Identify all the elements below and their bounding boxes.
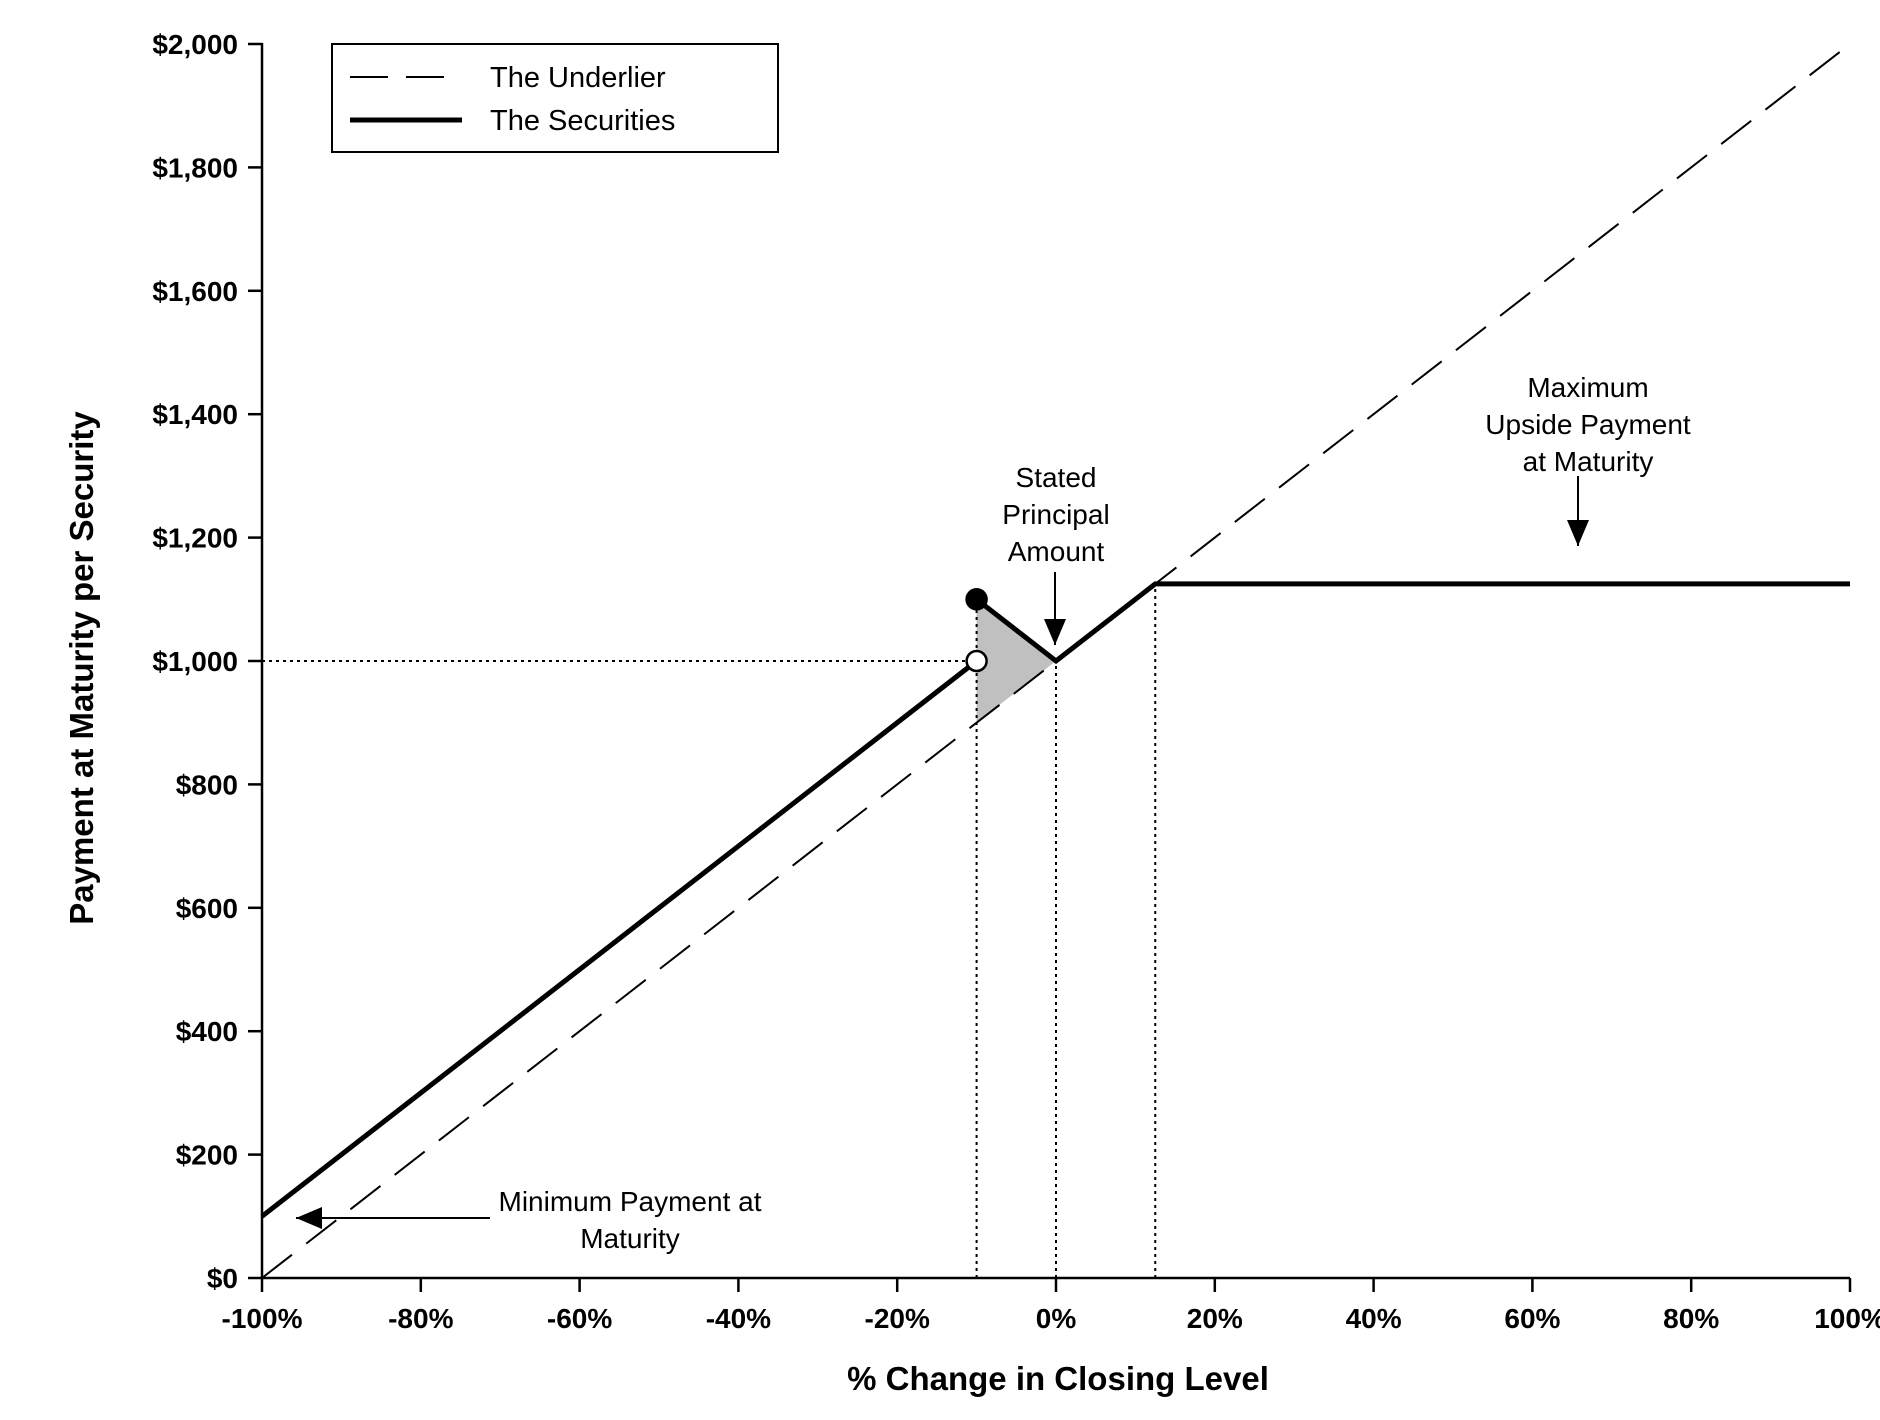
- x-tick-label: 0%: [1036, 1303, 1077, 1334]
- annotation-min-payment-text: Minimum Payment at: [499, 1186, 762, 1217]
- x-tick-label: 80%: [1663, 1303, 1719, 1334]
- annotation-max-upside-text: at Maturity: [1523, 446, 1654, 477]
- securities-line-segment: [260, 659, 979, 1219]
- y-tick-label: $1,000: [152, 646, 238, 677]
- y-tick-label: $600: [176, 893, 238, 924]
- securities-marker-open: [965, 649, 988, 673]
- y-tick-label: $1,800: [152, 152, 238, 183]
- x-tick-labels: -100% -80% -60% -40% -20% 0% 20% 40% 60% 80% 100%: [222, 1303, 1880, 1334]
- x-tick-label: 60%: [1504, 1303, 1560, 1334]
- annotations: Stated Principal Amount Maximum Upside Payme…: [296, 372, 1691, 1254]
- y-tick-label: $1,400: [152, 399, 238, 430]
- legend-label: The Securities: [490, 105, 675, 137]
- y-tick-label: $1,600: [152, 276, 238, 307]
- y-tick-label: $200: [176, 1140, 238, 1171]
- legend: The Underlier The Securities: [331, 43, 779, 153]
- y-tick-label: $800: [176, 769, 238, 800]
- x-tick-label: -20%: [865, 1303, 930, 1334]
- legend-label: The Underlier: [490, 62, 666, 94]
- y-axis-title: Payment at Maturity per Security: [63, 411, 100, 925]
- annotation-max-upside-text: Maximum: [1527, 372, 1648, 403]
- legend-box: [331, 43, 779, 153]
- x-tick-label: 100%: [1814, 1303, 1880, 1334]
- y-tick-label: $0: [207, 1263, 238, 1294]
- annotation-min-payment-arrow-head: [296, 1207, 322, 1229]
- y-tick-label: $1,200: [152, 523, 238, 554]
- x-tick-label: -40%: [706, 1303, 771, 1334]
- annotation-max-upside-text: Upside Payment: [1485, 409, 1691, 440]
- shaded-region: [976, 599, 1056, 723]
- x-tick-label: -80%: [388, 1303, 453, 1334]
- x-tick-label: 20%: [1187, 1303, 1243, 1334]
- y-tick-label: $400: [176, 1016, 238, 1047]
- reference-lines: [262, 583, 1157, 1278]
- annotation-stated-principal-text: Amount: [1008, 536, 1105, 567]
- x-tick-label: -60%: [547, 1303, 612, 1334]
- x-axis-title: % Change in Closing Level: [847, 1360, 1269, 1397]
- annotation-max-upside-arrow-head: [1567, 520, 1589, 546]
- securities-line-segment: [975, 581, 1850, 665]
- x-tick-label: 40%: [1346, 1303, 1402, 1334]
- annotation-stated-principal-text: Principal: [1002, 499, 1109, 530]
- y-tick-label: $2,000: [152, 29, 238, 60]
- securities-marker-filled: [965, 588, 988, 611]
- axes: [248, 42, 1852, 1292]
- shaded-triangle: [976, 599, 1056, 723]
- series-markers: [965, 588, 988, 673]
- annotation-stated-principal-text: Stated: [1016, 462, 1097, 493]
- series-lines: [260, 43, 1851, 1279]
- x-tick-label: -100%: [222, 1303, 303, 1334]
- y-tick-labels: $0 $200 $400 $600 $800 $1,000 $1,200 $1,400 $1,6…: [152, 29, 238, 1294]
- annotation-min-payment-text: Maturity: [580, 1223, 680, 1254]
- annotation-stated-principal-arrow-head: [1044, 619, 1066, 645]
